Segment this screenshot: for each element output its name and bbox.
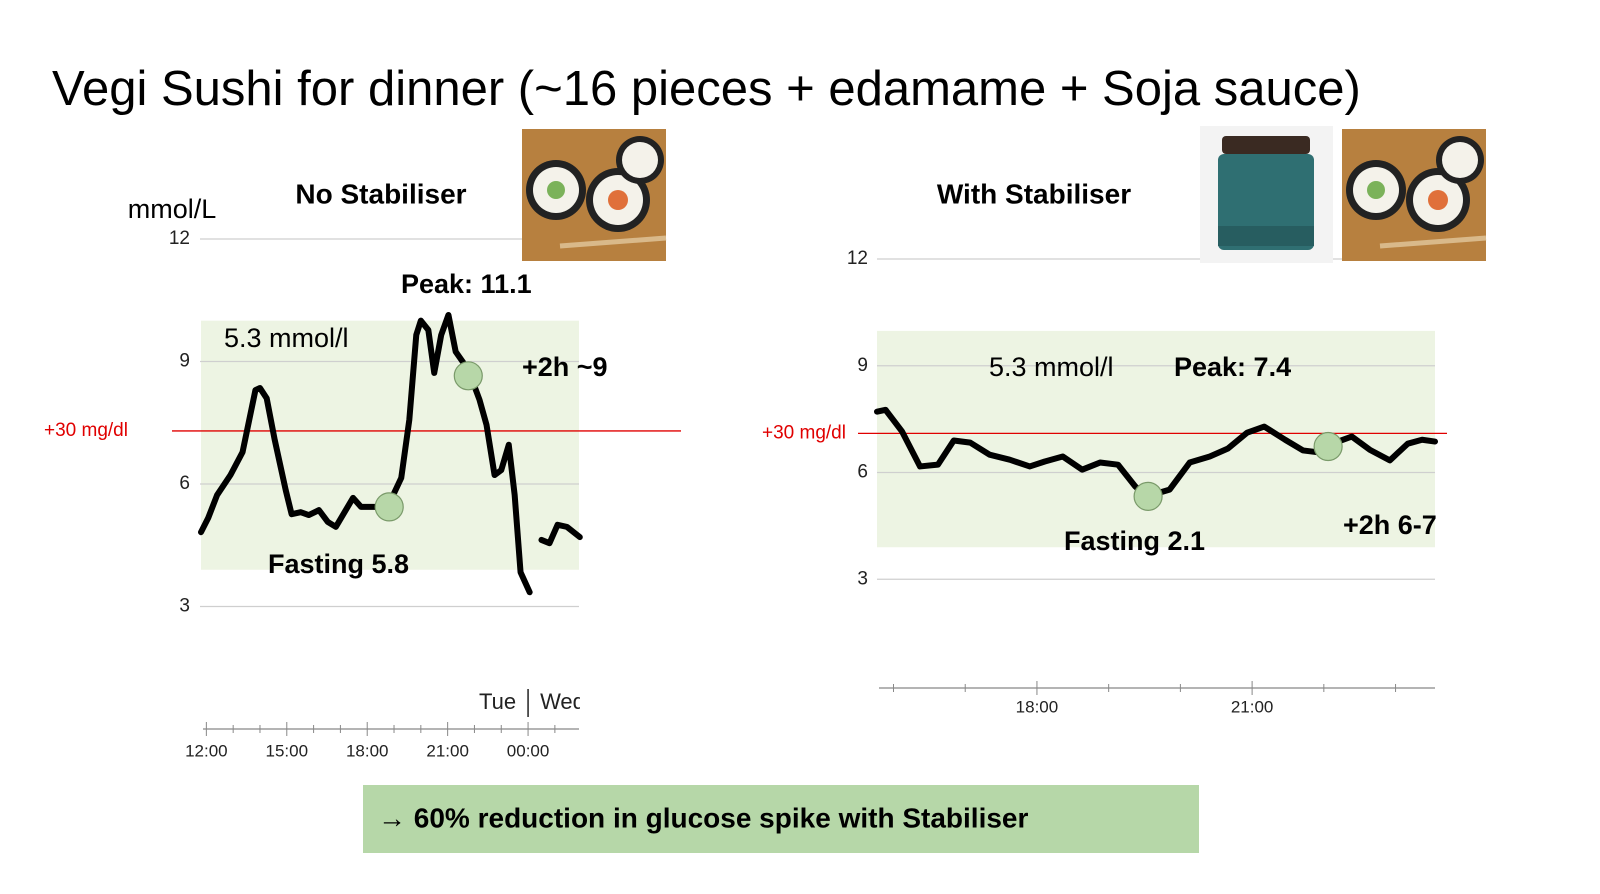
day-label: Tue [479, 689, 516, 714]
reference-label: +30 mg/dl [762, 422, 846, 443]
annotation: Fasting 5.8 [268, 549, 409, 579]
marker [1133, 481, 1163, 511]
day-labels: Tue Wed [479, 689, 585, 717]
x-tick-label: 00:00 [507, 741, 550, 760]
x-tick-label: 12:00 [185, 741, 228, 760]
jar-photo [1200, 126, 1333, 263]
y-tick-label: 9 [179, 351, 190, 372]
annotation: Peak: 11.1 [401, 269, 532, 299]
y-tick-label: 6 [179, 473, 190, 494]
sushi-photo [1342, 129, 1487, 261]
conclusion: → 60% reduction in glucose spike with St… [378, 802, 1028, 833]
day-label: Wed [540, 689, 585, 714]
annotation: 5.3 mmol/l [989, 352, 1114, 382]
slide-title: Vegi Sushi for dinner (~16 pieces + edam… [52, 62, 1361, 116]
annotation: Peak: 7.4 [1174, 352, 1291, 382]
chart-title: With Stabiliser [937, 178, 1131, 209]
charts: 3 6 9 12 No Stabiliser mmol/L 12:00 15:00 18:00 2… [44, 178, 1447, 760]
annotation: +2h 6-7 [1343, 510, 1437, 540]
sushi-photo [522, 129, 667, 261]
y-tick-label: 9 [857, 355, 868, 376]
marker [453, 361, 483, 391]
x-tick-label: 18:00 [346, 741, 389, 760]
x-tick-label: 18:00 [1016, 697, 1059, 716]
y-tick-label: 12 [169, 228, 190, 249]
x-tick-label: 21:00 [1231, 697, 1274, 716]
marker [1313, 431, 1343, 462]
y-tick-label: 6 [857, 462, 868, 483]
annotation: +2h ~9 [522, 352, 608, 382]
y-axis-label: mmol/L [128, 194, 217, 224]
chart: 3 6 9 12 No Stabiliser mmol/L 12:00 15:00 18:00 2… [44, 178, 681, 760]
marker [374, 492, 404, 522]
reference-label: +30 mg/dl [44, 420, 128, 441]
chart-title: No Stabiliser [295, 178, 466, 209]
y-tick-label: 3 [857, 568, 868, 589]
chart: 3 6 9 12 With Stabiliser 18:00 21:00 +30 mg/dl 5… [762, 178, 1447, 716]
annotation: 5.3 mmol/l [224, 323, 349, 353]
conclusion-box [363, 785, 1199, 853]
x-tick-label: 15:00 [266, 741, 309, 760]
x-tick-label: 21:00 [426, 741, 469, 760]
y-tick-label: 3 [179, 596, 190, 617]
y-tick-label: 12 [847, 248, 868, 269]
annotation: Fasting 2.1 [1064, 526, 1205, 556]
